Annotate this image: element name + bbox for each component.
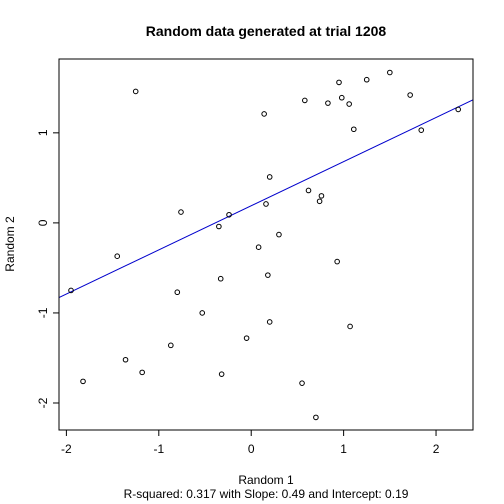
data-point [122,356,129,363]
data-point [132,88,139,95]
data-point [80,378,86,385]
data-point [218,371,225,377]
data-point [139,369,145,376]
data-point [226,211,232,218]
data-point [407,92,413,98]
data-point [347,323,353,330]
data-point [263,201,269,207]
data-point [266,174,273,180]
data-point [455,106,462,113]
data-point [346,101,352,107]
x-tick-label: 0 [248,442,255,456]
data-point [255,244,262,251]
data-point [114,253,121,260]
data-point [325,100,331,106]
data-point [216,223,222,230]
regression-line [59,99,473,299]
x-tick-label: 2 [433,442,440,456]
x-tick-label: 1 [340,442,347,456]
chart-title: Random data generated at trial 1208 [146,23,387,39]
plot-area [59,69,473,421]
data-point [68,287,74,294]
data-point [217,275,224,282]
data-point [178,209,184,215]
data-point [418,127,425,133]
data-point [334,258,340,265]
data-point [276,231,282,238]
x-axis: -2 -1 0 1 2 [61,429,440,456]
x-axis-label: Random 1 [238,473,294,487]
data-point [174,289,181,296]
data-point [316,198,323,205]
chart-subtitle: R-squared: 0.317 with Slope: 0.49 and In… [124,487,409,501]
y-tick-label: 1 [36,129,50,136]
data-point [199,310,206,316]
data-point [363,76,370,83]
x-tick-label: -1 [153,442,164,456]
data-point [350,126,357,133]
data-point [336,79,342,86]
data-point [305,187,312,194]
y-axis: -2 -1 0 1 [36,129,60,408]
data-point [265,272,271,278]
data-point [266,319,273,325]
data-point [168,342,174,349]
y-tick-label: 0 [36,219,50,226]
data-point [243,335,250,341]
x-tick-label: -2 [61,442,72,456]
y-tick-label: -2 [36,397,50,408]
data-point [302,97,308,104]
y-tick-label: -1 [36,307,50,318]
data-point [387,69,393,76]
data-point [261,111,267,117]
data-point [313,414,319,421]
y-axis-label: Random 2 [3,216,17,272]
data-point [338,94,345,101]
data-point [318,193,325,199]
data-point [299,380,305,386]
